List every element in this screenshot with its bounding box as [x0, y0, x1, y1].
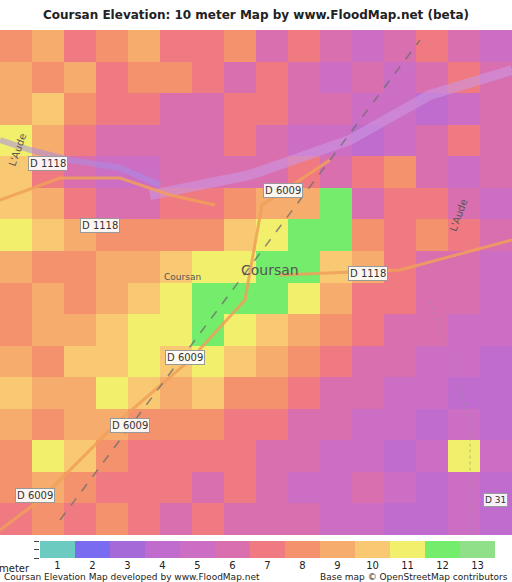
svg-text:9: 9 — [334, 560, 340, 571]
svg-text:Coursan: Coursan — [241, 262, 299, 278]
svg-text:7: 7 — [264, 560, 270, 571]
svg-text:Coursan Elevation Map develope: Coursan Elevation Map developed by www.F… — [4, 572, 260, 582]
svg-text:D 1118: D 1118 — [82, 220, 118, 231]
svg-text:Base map © OpenStreetMap contr: Base map © OpenStreetMap contributors — [320, 572, 508, 582]
svg-text:Coursan Elevation: 10 meter Ma: Coursan Elevation: 10 meter Map by www.F… — [43, 8, 469, 22]
svg-text:D 31: D 31 — [485, 495, 506, 505]
svg-text:8: 8 — [299, 560, 305, 571]
svg-text:L'Aude: L'Aude — [7, 132, 29, 168]
svg-text:Coursan: Coursan — [164, 272, 201, 282]
svg-text:D 6009: D 6009 — [17, 490, 53, 501]
svg-text:3: 3 — [124, 560, 130, 571]
svg-text:D 1118: D 1118 — [30, 158, 66, 169]
svg-text:D 6009: D 6009 — [265, 185, 301, 196]
svg-text:10: 10 — [366, 560, 379, 571]
svg-text:L'Aude: L'Aude — [447, 197, 469, 233]
svg-text:12: 12 — [436, 560, 449, 571]
svg-text:6: 6 — [229, 560, 235, 571]
svg-text:4: 4 — [159, 560, 165, 571]
svg-text:D 1118: D 1118 — [350, 268, 386, 279]
svg-text:2: 2 — [89, 560, 95, 571]
svg-text:D 6009: D 6009 — [167, 352, 203, 363]
svg-text:meter: meter — [0, 563, 30, 574]
svg-text:D 6009: D 6009 — [112, 420, 148, 431]
svg-text:5: 5 — [194, 560, 200, 571]
svg-text:11: 11 — [401, 560, 414, 571]
svg-text:13: 13 — [471, 560, 484, 571]
svg-text:1: 1 — [54, 560, 60, 571]
